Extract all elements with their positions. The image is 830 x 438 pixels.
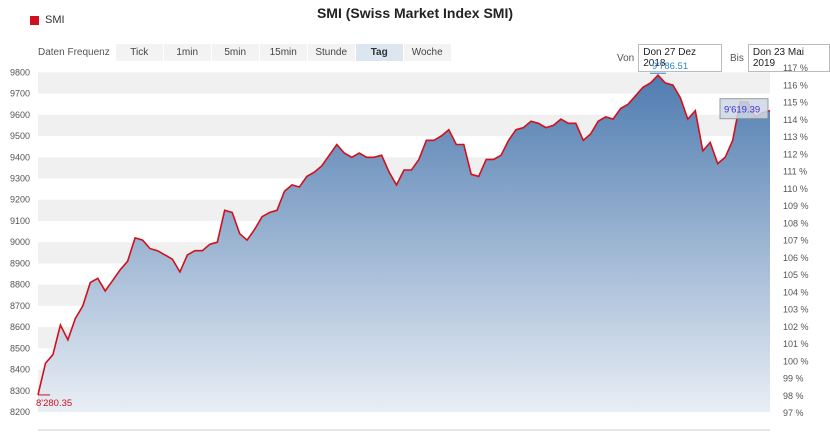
grid-band bbox=[38, 72, 770, 94]
y2-tick-label: 113 % bbox=[783, 132, 808, 142]
y-tick-label: 9600 bbox=[10, 110, 30, 120]
y2-tick-label: 110 % bbox=[783, 184, 808, 194]
chart-title: SMI (Swiss Market Index SMI) bbox=[316, 5, 514, 21]
last-value-box bbox=[719, 98, 769, 120]
y-tick-label: 8300 bbox=[10, 386, 30, 396]
y2-tick-label: 117 % bbox=[783, 63, 808, 73]
y2-tick-label: 98 % bbox=[783, 391, 804, 401]
y-tick-label: 9400 bbox=[10, 152, 30, 162]
max-value-label: 9'786.51 bbox=[652, 61, 688, 72]
last-value-label: 9'619.39 bbox=[724, 105, 760, 116]
y2-tick-label: 107 % bbox=[783, 236, 809, 246]
from-label: Von bbox=[617, 52, 635, 64]
y2-tick-label: 103 % bbox=[783, 305, 809, 315]
freq-button-tick[interactable]: Tick bbox=[115, 44, 163, 61]
y2-tick-label: 106 % bbox=[783, 253, 809, 263]
to-date-input[interactable]: Don 23 Mai 2019 bbox=[747, 44, 830, 72]
y2-tick-label: 116 % bbox=[783, 80, 808, 90]
y2-tick-label: 112 % bbox=[783, 149, 808, 159]
y-tick-label: 8900 bbox=[10, 258, 30, 268]
y2-tick-label: 100 % bbox=[783, 356, 809, 366]
frequency-label: Daten Frequenz bbox=[38, 47, 110, 58]
to-label: Bis bbox=[729, 52, 744, 64]
y-tick-label: 8700 bbox=[10, 301, 30, 311]
freq-button-15min[interactable]: 15min bbox=[259, 44, 307, 61]
y-tick-label: 9500 bbox=[10, 131, 30, 141]
grid-band bbox=[38, 114, 770, 137]
freq-button-woche[interactable]: Woche bbox=[403, 44, 451, 61]
series-line-smi bbox=[37, 74, 771, 396]
y-tick-label: 9100 bbox=[10, 216, 30, 226]
freq-button-5min[interactable]: 5min bbox=[211, 44, 259, 61]
y2-tick-label: 108 % bbox=[783, 218, 809, 228]
y-tick-label: 8800 bbox=[10, 280, 30, 290]
y-tick-label: 8400 bbox=[10, 365, 30, 375]
y2-tick-label: 102 % bbox=[783, 322, 809, 332]
y-tick-label: 8500 bbox=[10, 343, 30, 353]
y-tick-label: 8600 bbox=[10, 322, 30, 332]
legend[interactable]: SMI bbox=[30, 14, 65, 26]
y2-tick-label: 104 % bbox=[783, 287, 809, 297]
freq-button-tag[interactable]: Tag bbox=[355, 44, 403, 61]
y2-tick-label: 111 % bbox=[783, 167, 807, 177]
y2-tick-label: 114 % bbox=[783, 115, 808, 125]
y-tick-label: 9000 bbox=[10, 237, 30, 247]
y-tick-label: 9700 bbox=[10, 89, 30, 99]
freq-button-1min[interactable]: 1min bbox=[163, 44, 211, 61]
y2-tick-label: 109 % bbox=[783, 201, 809, 211]
y2-tick-label: 99 % bbox=[783, 374, 804, 384]
y-tick-label: 9200 bbox=[10, 195, 30, 205]
y2-tick-label: 101 % bbox=[783, 339, 809, 349]
min-value-label: 8'280.35 bbox=[36, 398, 72, 409]
from-date-input[interactable]: Don 27 Dez 2018 bbox=[638, 44, 722, 72]
y-tick-label: 8200 bbox=[10, 407, 30, 417]
y2-tick-label: 115 % bbox=[783, 98, 808, 108]
legend-label: SMI bbox=[45, 14, 65, 26]
series-area-smi bbox=[38, 75, 770, 412]
freq-button-stunde[interactable]: Stunde bbox=[307, 44, 355, 61]
legend-swatch bbox=[30, 15, 39, 25]
y-tick-label: 9300 bbox=[10, 174, 30, 184]
frequency-selector: Daten Frequenz Tick 1min 5min 15min Stun… bbox=[38, 44, 452, 61]
date-range: Von Don 27 Dez 2018 Bis Don 23 Mai 2019 bbox=[617, 44, 830, 72]
y2-tick-label: 97 % bbox=[783, 408, 804, 418]
y2-tick-label: 105 % bbox=[783, 270, 809, 280]
y-tick-label: 9800 bbox=[10, 67, 30, 77]
